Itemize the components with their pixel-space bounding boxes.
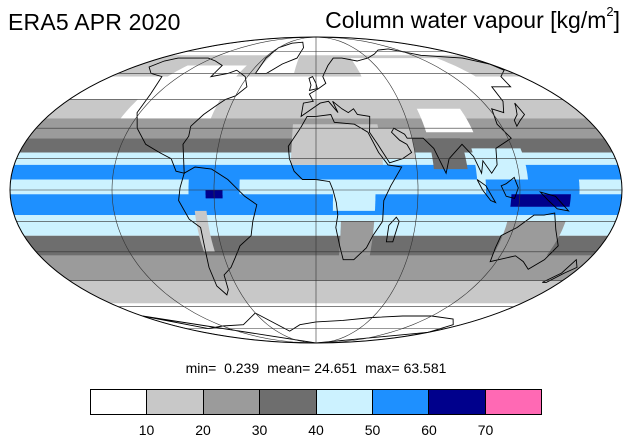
colorbar-box-10-20 — [147, 390, 204, 414]
coastline-australia — [489, 212, 559, 270]
coastline-africa — [287, 114, 403, 261]
mean-label: mean= — [267, 360, 311, 376]
vapour-region-southern-africa — [338, 221, 375, 262]
max-label: max= — [365, 360, 400, 376]
coastline-greenland — [254, 41, 304, 74]
variable-close-bracket: ] — [613, 7, 620, 33]
unit-exponent: 2 — [606, 4, 614, 19]
variable-title: Column water vapour [kg/m2] — [325, 4, 620, 34]
colorbar-tick-40: 40 — [308, 422, 324, 438]
colorbar-box-30-40 — [260, 390, 317, 414]
coastline-sumatra — [476, 179, 497, 204]
colorbar-box-20-30 — [203, 390, 261, 414]
coastline-japan — [513, 102, 526, 128]
globe-outline — [9, 36, 623, 344]
vapour-region-sahara — [290, 124, 384, 165]
colorbar-box-0-10 — [91, 390, 148, 414]
vapour-region-indonesia-max — [510, 194, 571, 207]
vapour-region-india — [428, 138, 468, 170]
coastline-uk — [308, 76, 318, 92]
coastlines — [136, 41, 578, 343]
coastline-antarctica — [142, 312, 454, 343]
vapour-region-greenland — [255, 43, 307, 74]
colorbar-tick-70: 70 — [477, 422, 494, 438]
colorbar-tick-30: 30 — [251, 422, 268, 438]
colorbar-box-50-60 — [372, 390, 430, 414]
colorbar — [90, 389, 542, 415]
coastline-eurasia — [300, 48, 512, 175]
colorbar-box-60-70 — [429, 390, 486, 414]
map-title: ERA5 APR 2020 — [8, 9, 181, 35]
colorbar-box-40-50 — [316, 390, 373, 414]
coastline-indonesia-borneo — [500, 176, 519, 199]
colorbar-tick-10: 10 — [138, 422, 155, 438]
colorbar-box-70+ — [485, 390, 541, 414]
vapour-region-central-africa — [332, 179, 376, 211]
mean-value: 24.651 — [314, 360, 358, 376]
vapour-region-tibet — [416, 108, 474, 133]
colorbar-tick-20: 20 — [195, 422, 211, 438]
coastline-south-america — [178, 166, 258, 296]
coastline-new-guinea — [538, 191, 570, 212]
statistics-line: min= 0.239 mean= 24.651 max= 63.581 — [0, 360, 632, 376]
colorbar-tick-50: 50 — [364, 422, 381, 438]
max-value: 63.581 — [403, 360, 447, 376]
coastline-new-zealand — [542, 258, 578, 283]
colorbar-tick-60: 60 — [421, 422, 437, 438]
coastline-north-america — [136, 57, 248, 174]
min-value: 0.239 — [224, 360, 260, 376]
colorbar-ticks: 10 20 30 40 50 60 70 — [90, 422, 542, 440]
vapour-region-north-america — [120, 65, 247, 119]
variable-name: Column water vapour [kg/m — [325, 7, 607, 33]
min-label: min= — [185, 360, 217, 376]
coastline-madagascar — [385, 216, 400, 243]
vapour-region-siberia — [350, 58, 508, 100]
